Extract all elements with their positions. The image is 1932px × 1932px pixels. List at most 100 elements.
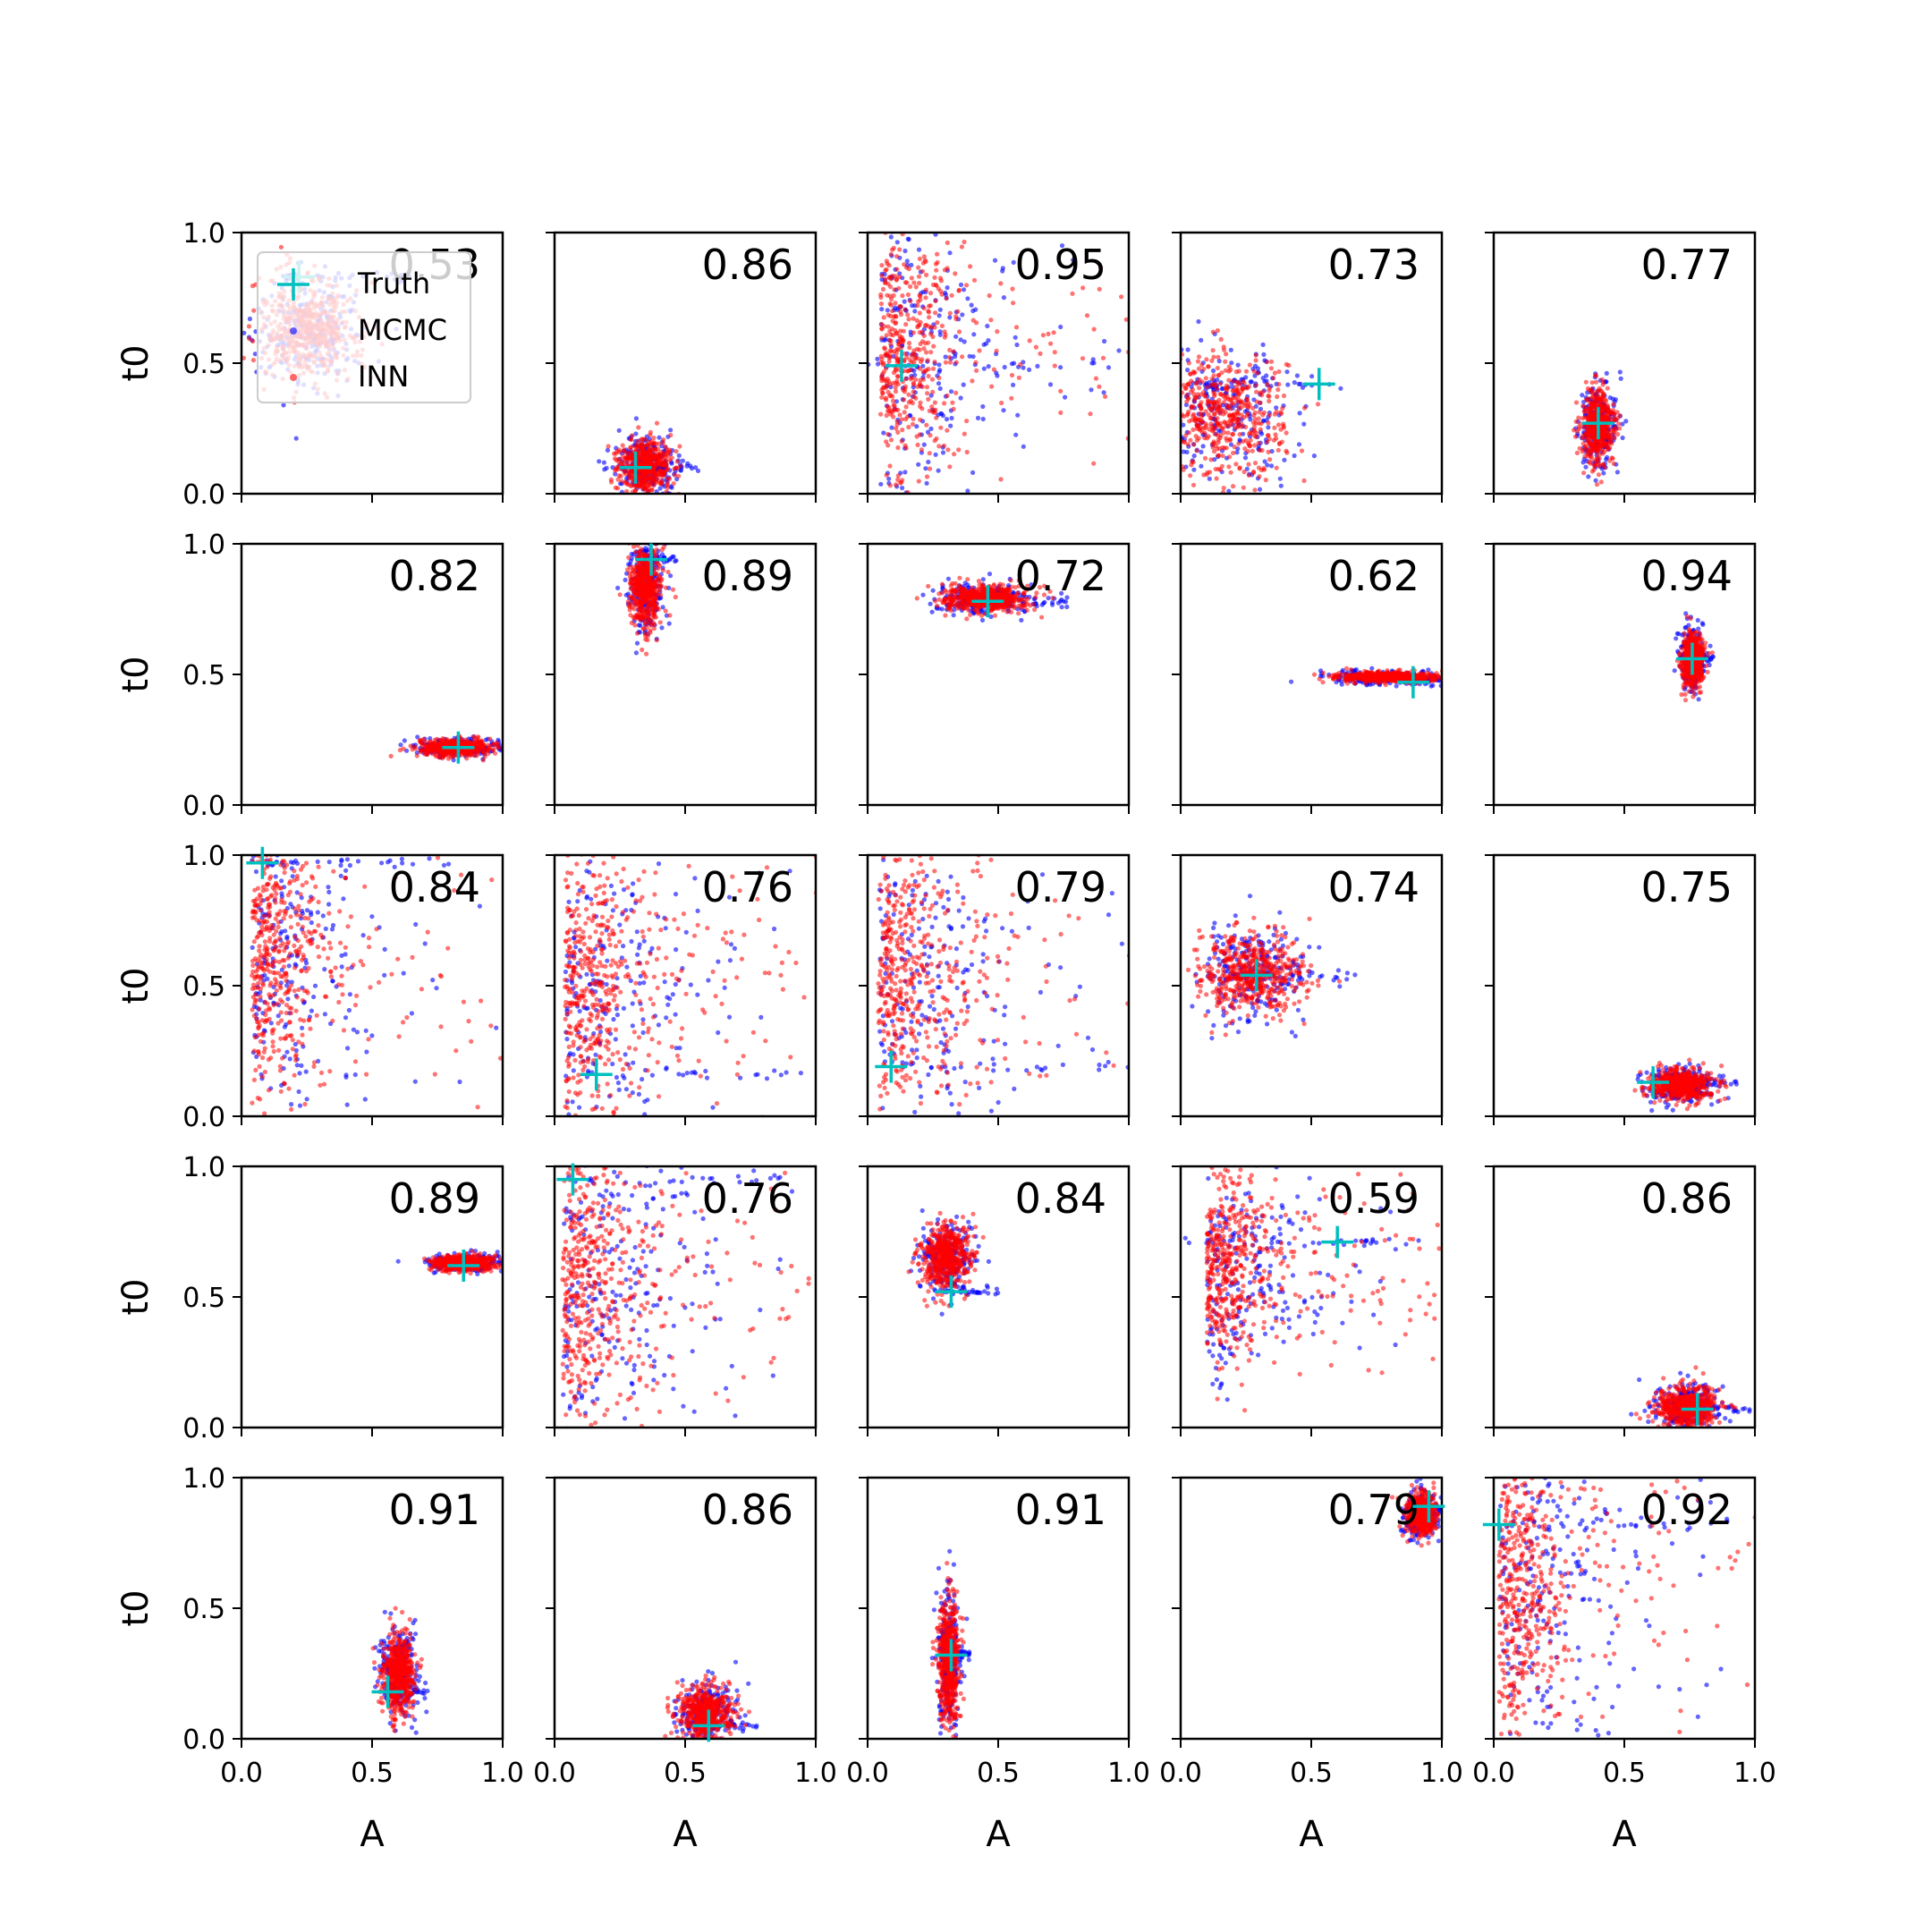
inn-sample-point (1189, 462, 1194, 468)
inn-sample-point (884, 366, 889, 371)
mcmc-sample-point (971, 332, 977, 337)
mcmc-sample-point (1091, 360, 1097, 366)
mcmc-sample-point (680, 458, 686, 463)
inn-sample-point (930, 366, 936, 371)
mcmc-sample-point (958, 282, 964, 287)
inn-sample-point (905, 312, 911, 318)
inn-sample-point (628, 436, 634, 442)
inn-sample-point (1592, 463, 1597, 469)
inn-sample-point (908, 284, 913, 289)
inn-sample-point (891, 245, 896, 250)
inn-sample-point (1199, 419, 1204, 426)
inn-sample-point (880, 286, 886, 292)
inn-sample-point (998, 281, 1004, 286)
inn-sample-point (653, 479, 658, 484)
inn-sample-point (903, 322, 909, 327)
mcmc-sample-point (1110, 391, 1114, 395)
y-tick-label: 0.0 (182, 479, 225, 511)
inn-sample-point (1600, 415, 1606, 420)
inn-sample-point (1209, 358, 1215, 363)
mcmc-sample-point (1001, 295, 1006, 301)
mcmc-sample-point (1151, 392, 1156, 396)
inn-sample-point (1203, 376, 1208, 381)
inn-sample-point (621, 448, 626, 453)
inn-sample-point (894, 267, 900, 272)
inn-sample-point (615, 486, 621, 491)
mcmc-sample-point (1617, 369, 1623, 375)
mcmc-sample-point (507, 749, 512, 753)
inn-sample-point (1596, 447, 1601, 453)
inn-sample-point (1600, 391, 1606, 396)
inn-sample-point (1107, 460, 1112, 464)
mcmc-sample-point (689, 466, 695, 471)
inn-sample-point (922, 323, 928, 328)
inn-sample-point (674, 449, 679, 454)
inn-sample-point (1212, 431, 1217, 436)
inn-sample-point (1197, 377, 1202, 383)
inn-sample-point (476, 740, 481, 745)
inn-sample-point (894, 331, 899, 336)
inn-sample-point (886, 263, 892, 268)
mcmc-sample-point (879, 307, 885, 312)
mcmc-sample-point (1120, 400, 1124, 404)
inn-sample-point (247, 336, 252, 342)
mcmc-sample-point (1101, 390, 1106, 395)
inn-sample-point (397, 748, 402, 753)
mcmc-sample-point (944, 417, 950, 422)
inn-sample-point (977, 348, 982, 353)
mcmc-sample-point (655, 538, 659, 543)
score-annotation: 0.73 (1328, 241, 1419, 289)
inn-sample-point (916, 479, 921, 484)
inn-sample-point (620, 443, 625, 448)
inn-sample-point (1248, 443, 1253, 448)
mcmc-sample-point (909, 132, 913, 137)
inn-sample-point (1193, 381, 1199, 386)
mcmc-sample-point (995, 373, 1000, 378)
inn-sample-point (1198, 411, 1203, 417)
mcmc-sample-point (1277, 476, 1283, 481)
truth-marker (619, 451, 652, 484)
mcmc-sample-point (1156, 411, 1160, 415)
inn-sample-point (945, 447, 951, 453)
inn-sample-point (880, 391, 886, 396)
mcmc-sample-point (940, 450, 946, 455)
inn-sample-point (638, 476, 643, 482)
mcmc-sample-point (1013, 335, 1018, 340)
inn-sample-point (928, 291, 934, 296)
inn-sample-point (1100, 355, 1106, 360)
mcmc-sample-point (1264, 373, 1269, 378)
inn-sample-point (1202, 430, 1208, 436)
inn-sample-point (1186, 430, 1191, 436)
mcmc-sample-point (1297, 411, 1302, 416)
inn-sample-point (474, 753, 479, 758)
mcmc-sample-point (902, 248, 908, 254)
inn-sample-point (1051, 330, 1056, 335)
inn-sample-point (917, 381, 922, 386)
inn-sample-point (902, 307, 908, 312)
inn-sample-point (1210, 348, 1216, 353)
inn-sample-point (893, 301, 898, 306)
inn-sample-point (1228, 367, 1233, 372)
inn-sample-point (1613, 417, 1618, 422)
inn-sample-point (892, 170, 896, 174)
mcmc-sample-point (902, 299, 907, 304)
mcmc-sample-point (636, 495, 640, 499)
inn-sample-point (645, 497, 649, 502)
mcmc-sample-point (937, 332, 943, 337)
inn-sample-point (1238, 405, 1243, 411)
mcmc-sample-point (961, 382, 966, 387)
inn-sample-point (946, 354, 952, 360)
inn-sample-point (1580, 436, 1585, 441)
inn-sample-point (667, 457, 673, 463)
inn-sample-point (1258, 400, 1263, 405)
inn-sample-point (1252, 443, 1258, 448)
inn-sample-point (1597, 463, 1602, 469)
mcmc-sample-point (1089, 387, 1094, 393)
inn-sample-point (1257, 410, 1262, 415)
inn-sample-point (1033, 344, 1038, 350)
mcmc-sample-point (914, 424, 919, 429)
y-tick-label: 1.0 (182, 218, 225, 250)
inn-sample-point (929, 377, 935, 382)
inn-sample-point (931, 343, 936, 349)
mcmc-sample-point (633, 650, 640, 656)
